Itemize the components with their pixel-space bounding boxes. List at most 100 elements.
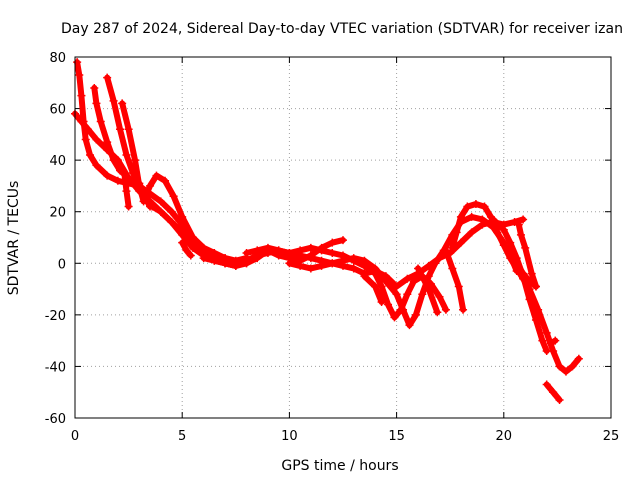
data-point <box>531 316 540 325</box>
data-point <box>253 254 262 263</box>
data-point <box>568 362 577 371</box>
data-point <box>103 171 112 180</box>
data-point <box>306 264 315 273</box>
series-track-19 <box>546 336 560 348</box>
data-point <box>339 236 347 245</box>
data-point <box>452 228 461 237</box>
data-point <box>555 395 564 404</box>
data-point <box>124 125 133 134</box>
data-point <box>489 215 498 224</box>
data-point <box>296 246 305 255</box>
data-point <box>519 215 528 224</box>
data-point <box>506 238 515 247</box>
data-point <box>152 171 161 180</box>
data-point <box>519 269 528 278</box>
data-point <box>561 367 570 376</box>
data-point <box>459 305 468 314</box>
y-tick-label: 40 <box>49 154 66 169</box>
data-point <box>263 243 272 252</box>
data-point <box>514 220 523 229</box>
data-point <box>424 285 433 294</box>
data-point <box>92 135 101 144</box>
data-track <box>243 237 346 267</box>
data-point <box>549 388 558 397</box>
data-point <box>242 259 251 268</box>
data-point <box>103 73 112 82</box>
data-point <box>186 251 195 260</box>
data-point <box>285 248 294 257</box>
data-point <box>499 241 508 250</box>
data-point <box>306 251 315 260</box>
series-track-14 <box>441 246 468 314</box>
data-point <box>371 282 380 291</box>
data-point <box>525 295 534 304</box>
data-point <box>403 290 412 299</box>
data-point <box>306 243 315 252</box>
data-point <box>424 261 433 270</box>
data-point <box>349 264 358 273</box>
data-point <box>510 218 519 227</box>
data-point <box>411 310 420 319</box>
data-point <box>349 256 358 265</box>
data-point <box>328 248 337 257</box>
chart-title: Day 287 of 2024, Sidereal Day-to-day VTE… <box>61 21 623 37</box>
data-point <box>418 290 427 299</box>
data-point <box>506 246 515 255</box>
data-point <box>113 176 122 185</box>
data-point <box>512 259 521 268</box>
data-point <box>231 261 240 270</box>
series-track-1 <box>73 58 251 265</box>
data-point <box>77 117 86 126</box>
data-point <box>555 362 564 371</box>
y-tick-label: 20 <box>49 206 66 221</box>
data-point <box>109 156 118 165</box>
data-point <box>471 199 480 208</box>
data-point <box>178 212 187 221</box>
data-point <box>167 218 176 227</box>
data-point <box>178 238 187 247</box>
y-axis-label: SDTVAR / TECUs <box>6 181 22 296</box>
data-series <box>71 58 583 404</box>
series-track-7 <box>178 238 195 260</box>
series-track-20 <box>542 380 564 404</box>
data-point <box>542 380 551 389</box>
series-track-10 <box>242 243 450 322</box>
data-point <box>467 228 476 237</box>
data-point <box>182 246 191 255</box>
data-point <box>285 259 294 268</box>
data-point <box>86 150 95 159</box>
series-track-9 <box>242 236 347 268</box>
data-point <box>360 261 369 270</box>
data-point <box>328 259 337 268</box>
data-point <box>574 354 583 363</box>
data-point <box>381 272 390 281</box>
data-point <box>75 71 84 80</box>
data-point <box>124 202 133 211</box>
data-point <box>109 96 118 105</box>
data-point <box>92 99 101 108</box>
data-point <box>360 272 369 281</box>
data-point <box>118 99 127 108</box>
data-point <box>169 192 178 201</box>
data-point <box>146 181 155 190</box>
data-point <box>73 58 82 67</box>
data-point <box>456 212 465 221</box>
series-track-15 <box>448 199 583 376</box>
data-point <box>435 292 444 301</box>
series-track-6 <box>120 169 133 211</box>
data-point <box>116 125 125 134</box>
x-tick-label: 10 <box>281 429 298 444</box>
plot-frame <box>74 56 612 419</box>
data-point <box>77 91 86 100</box>
data-point <box>81 135 90 144</box>
data-point <box>384 300 393 309</box>
data-point <box>480 202 489 211</box>
x-tick-label: 20 <box>496 429 513 444</box>
data-point <box>377 297 386 306</box>
x-tick-label: 25 <box>603 429 620 444</box>
data-point <box>339 261 347 270</box>
data-point <box>221 259 230 268</box>
data-point <box>116 166 125 175</box>
data-point <box>339 251 347 260</box>
